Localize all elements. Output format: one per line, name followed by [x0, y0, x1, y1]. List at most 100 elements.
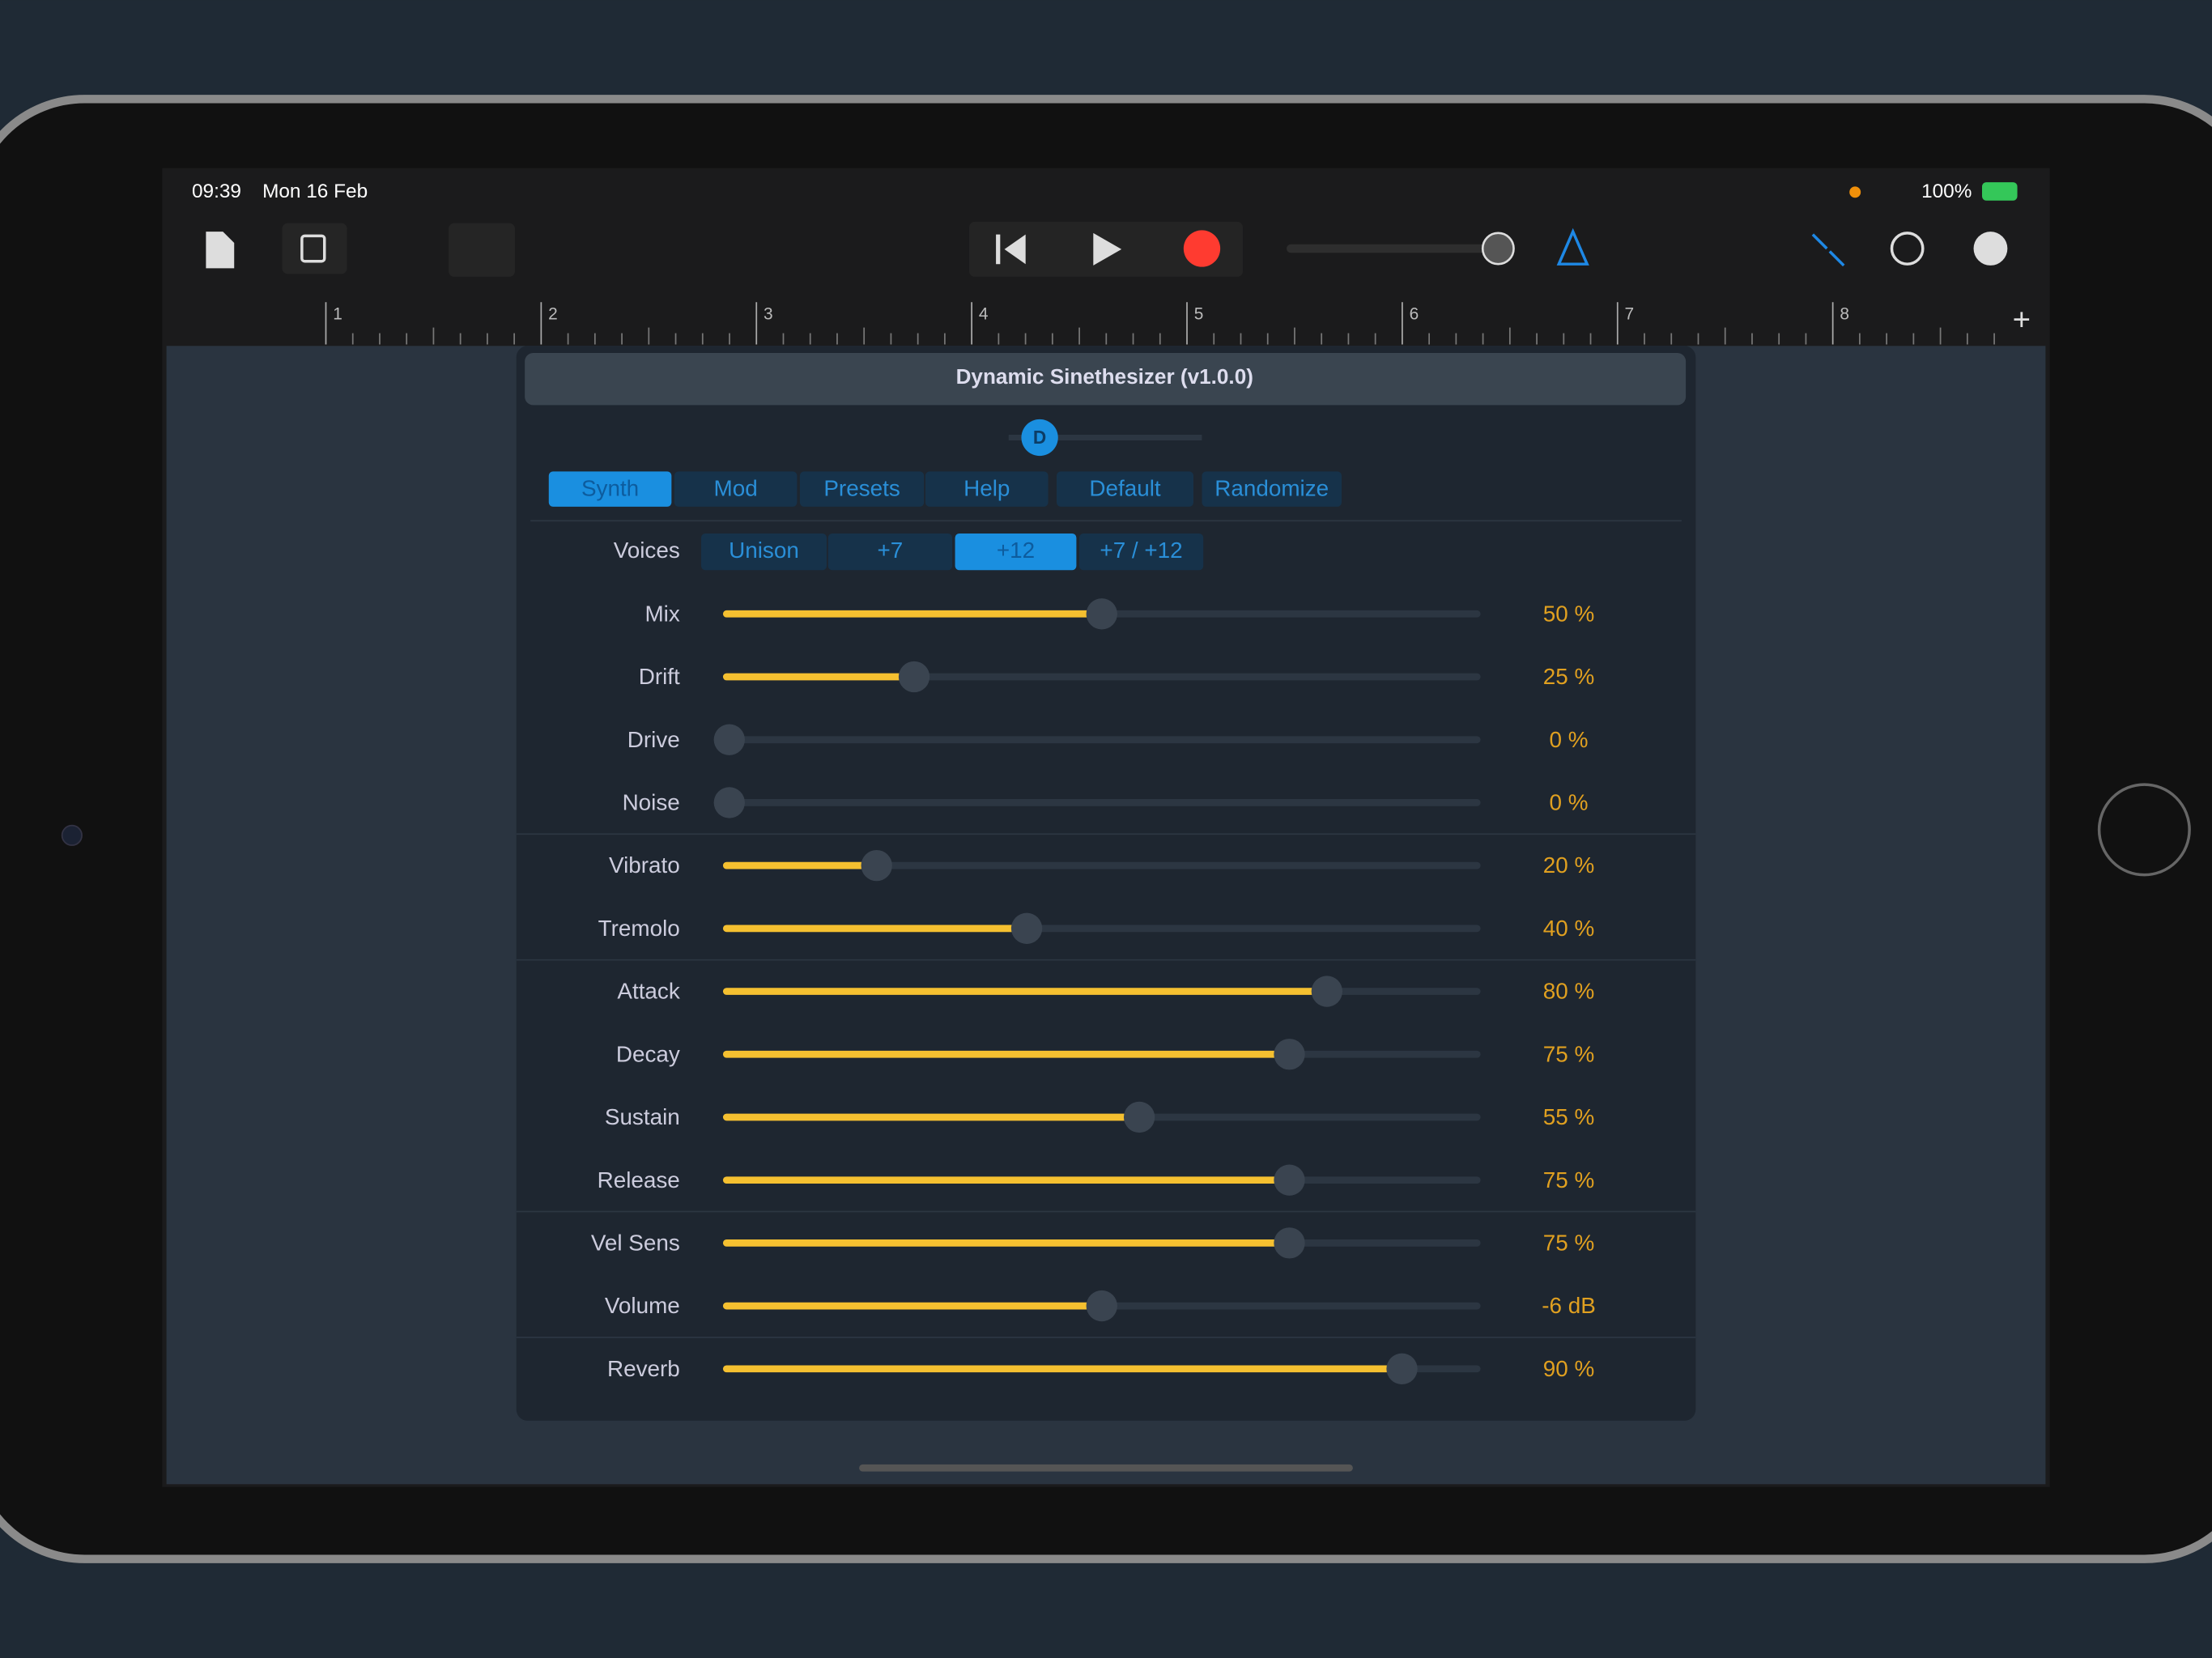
- ruler: 1 2 3 4 5 6 7 8: [325, 302, 1995, 345]
- slider-knob[interactable]: [1386, 1353, 1418, 1384]
- master-volume[interactable]: [1287, 244, 1499, 253]
- rewind-button[interactable]: [996, 234, 1026, 265]
- slider-knob[interactable]: [1123, 1101, 1155, 1133]
- slider-value: 75 %: [1543, 1041, 1594, 1066]
- slider-label: Decay: [616, 1041, 680, 1066]
- plugin-panel: [516, 346, 1696, 1421]
- bar-number: 7: [1624, 304, 1634, 323]
- status-dot: [1849, 186, 1861, 198]
- toolbar: [206, 221, 2008, 277]
- battery-icon: [1981, 182, 2018, 201]
- bar-number: 6: [1410, 304, 1419, 323]
- slider-label: Reverb: [607, 1356, 680, 1381]
- slider-value: 55 %: [1543, 1104, 1594, 1129]
- record-button[interactable]: [1183, 230, 1221, 267]
- slider-value: 25 %: [1543, 664, 1594, 689]
- slider-label: Drift: [639, 664, 680, 689]
- slider-value: 0 %: [1549, 727, 1588, 752]
- tab-button[interactable]: [799, 471, 925, 507]
- bar-number: 4: [979, 304, 989, 323]
- tab-button[interactable]: [1202, 471, 1342, 507]
- slider-knob[interactable]: [713, 724, 745, 755]
- slider-value: 40 %: [1543, 916, 1594, 941]
- slider-knob[interactable]: [861, 849, 892, 882]
- slider-knob[interactable]: [1311, 976, 1343, 1007]
- status-battery: 100%: [1921, 181, 1972, 202]
- slider-label: Release: [598, 1167, 680, 1192]
- slider-label: Volume: [605, 1293, 680, 1318]
- voice-option-label: +7: [878, 538, 904, 563]
- tab-label: Synth: [581, 475, 639, 500]
- metronome-button[interactable]: [1556, 227, 1589, 266]
- slider-value: 0 %: [1549, 790, 1588, 815]
- tab-label: Help: [963, 475, 1010, 500]
- tab-label: Randomize: [1214, 475, 1329, 500]
- add-track-button[interactable]: +: [2013, 303, 2031, 338]
- tab-button[interactable]: [925, 471, 1049, 507]
- bar-number: 2: [548, 304, 558, 323]
- tab-label: Presets: [823, 475, 900, 500]
- slider-value: 80 %: [1543, 979, 1594, 1004]
- slider-knob[interactable]: [1010, 912, 1043, 945]
- controls: Synth Mod Presets Help Default Randomize Uniso…: [516, 471, 1696, 1384]
- voice-option-label: Unison: [729, 538, 799, 563]
- view-button[interactable]: [282, 223, 347, 274]
- voice-option-label: +7 / +12: [1100, 538, 1182, 563]
- slider-knob[interactable]: [1274, 1227, 1305, 1259]
- slider-label: Vel Sens: [591, 1230, 680, 1255]
- view-icon: [300, 234, 326, 263]
- slider-label: Sustain: [605, 1104, 680, 1129]
- d-knob-label: D: [1033, 427, 1046, 448]
- home-indicator: [859, 1464, 1353, 1472]
- bar-number: 1: [333, 304, 342, 323]
- tab-button[interactable]: [1057, 471, 1194, 507]
- slider-value: 50 %: [1543, 601, 1594, 626]
- collapse-button[interactable]: [1811, 233, 1845, 267]
- bar-number: 8: [1840, 304, 1849, 323]
- slider-label: Tremolo: [598, 916, 680, 941]
- slider-value: 75 %: [1543, 1167, 1594, 1192]
- tab-label: Default: [1089, 475, 1161, 500]
- d-knob[interactable]: [1021, 419, 1058, 457]
- document-button[interactable]: [206, 232, 235, 269]
- slider-value: 75 %: [1543, 1230, 1594, 1255]
- status-date: Mon 16 Feb: [262, 181, 368, 202]
- slider-label: Attack: [617, 979, 679, 1004]
- panel-header: [525, 352, 1687, 406]
- voice-option[interactable]: [700, 533, 827, 571]
- voice-option[interactable]: [1078, 533, 1204, 571]
- slider-knob[interactable]: [1086, 1290, 1117, 1322]
- slider-label: Vibrato: [609, 852, 680, 878]
- bar-number: 3: [764, 304, 773, 323]
- tab-button[interactable]: [548, 471, 672, 507]
- slider-knob[interactable]: [1274, 1039, 1305, 1070]
- slider-label: Drive: [627, 727, 680, 752]
- slider-knob[interactable]: [898, 661, 930, 693]
- slider-knob[interactable]: [1086, 598, 1117, 630]
- slider-value: 90 %: [1543, 1356, 1594, 1381]
- tab-button[interactable]: [674, 471, 798, 507]
- slider-label: Noise: [623, 790, 680, 815]
- slider-value: -6 dB: [1542, 1293, 1596, 1318]
- master-volume-knob[interactable]: [1481, 232, 1515, 266]
- voice-option[interactable]: [955, 533, 1077, 571]
- tab-label: Mod: [714, 475, 758, 500]
- slider-knob[interactable]: [1274, 1164, 1305, 1196]
- slider-knob[interactable]: [713, 787, 745, 818]
- slider-value: 20 %: [1543, 852, 1594, 878]
- slider-label: Mix: [644, 601, 679, 626]
- home-button[interactable]: [2097, 783, 2191, 877]
- camera: [61, 824, 83, 846]
- voice-option-label: +12: [997, 538, 1035, 563]
- help-button[interactable]: [1973, 232, 2008, 266]
- voice-option[interactable]: [827, 533, 953, 571]
- status-time: 09:39: [192, 181, 241, 202]
- play-button[interactable]: [1093, 232, 1122, 266]
- panel-title: Dynamic Sinethesizer (v1.0.0): [956, 364, 1253, 389]
- voices-label: Voices: [614, 538, 680, 563]
- bar-number: 5: [1194, 304, 1204, 323]
- mixer-button[interactable]: [449, 223, 515, 277]
- settings-button[interactable]: [1890, 232, 1925, 266]
